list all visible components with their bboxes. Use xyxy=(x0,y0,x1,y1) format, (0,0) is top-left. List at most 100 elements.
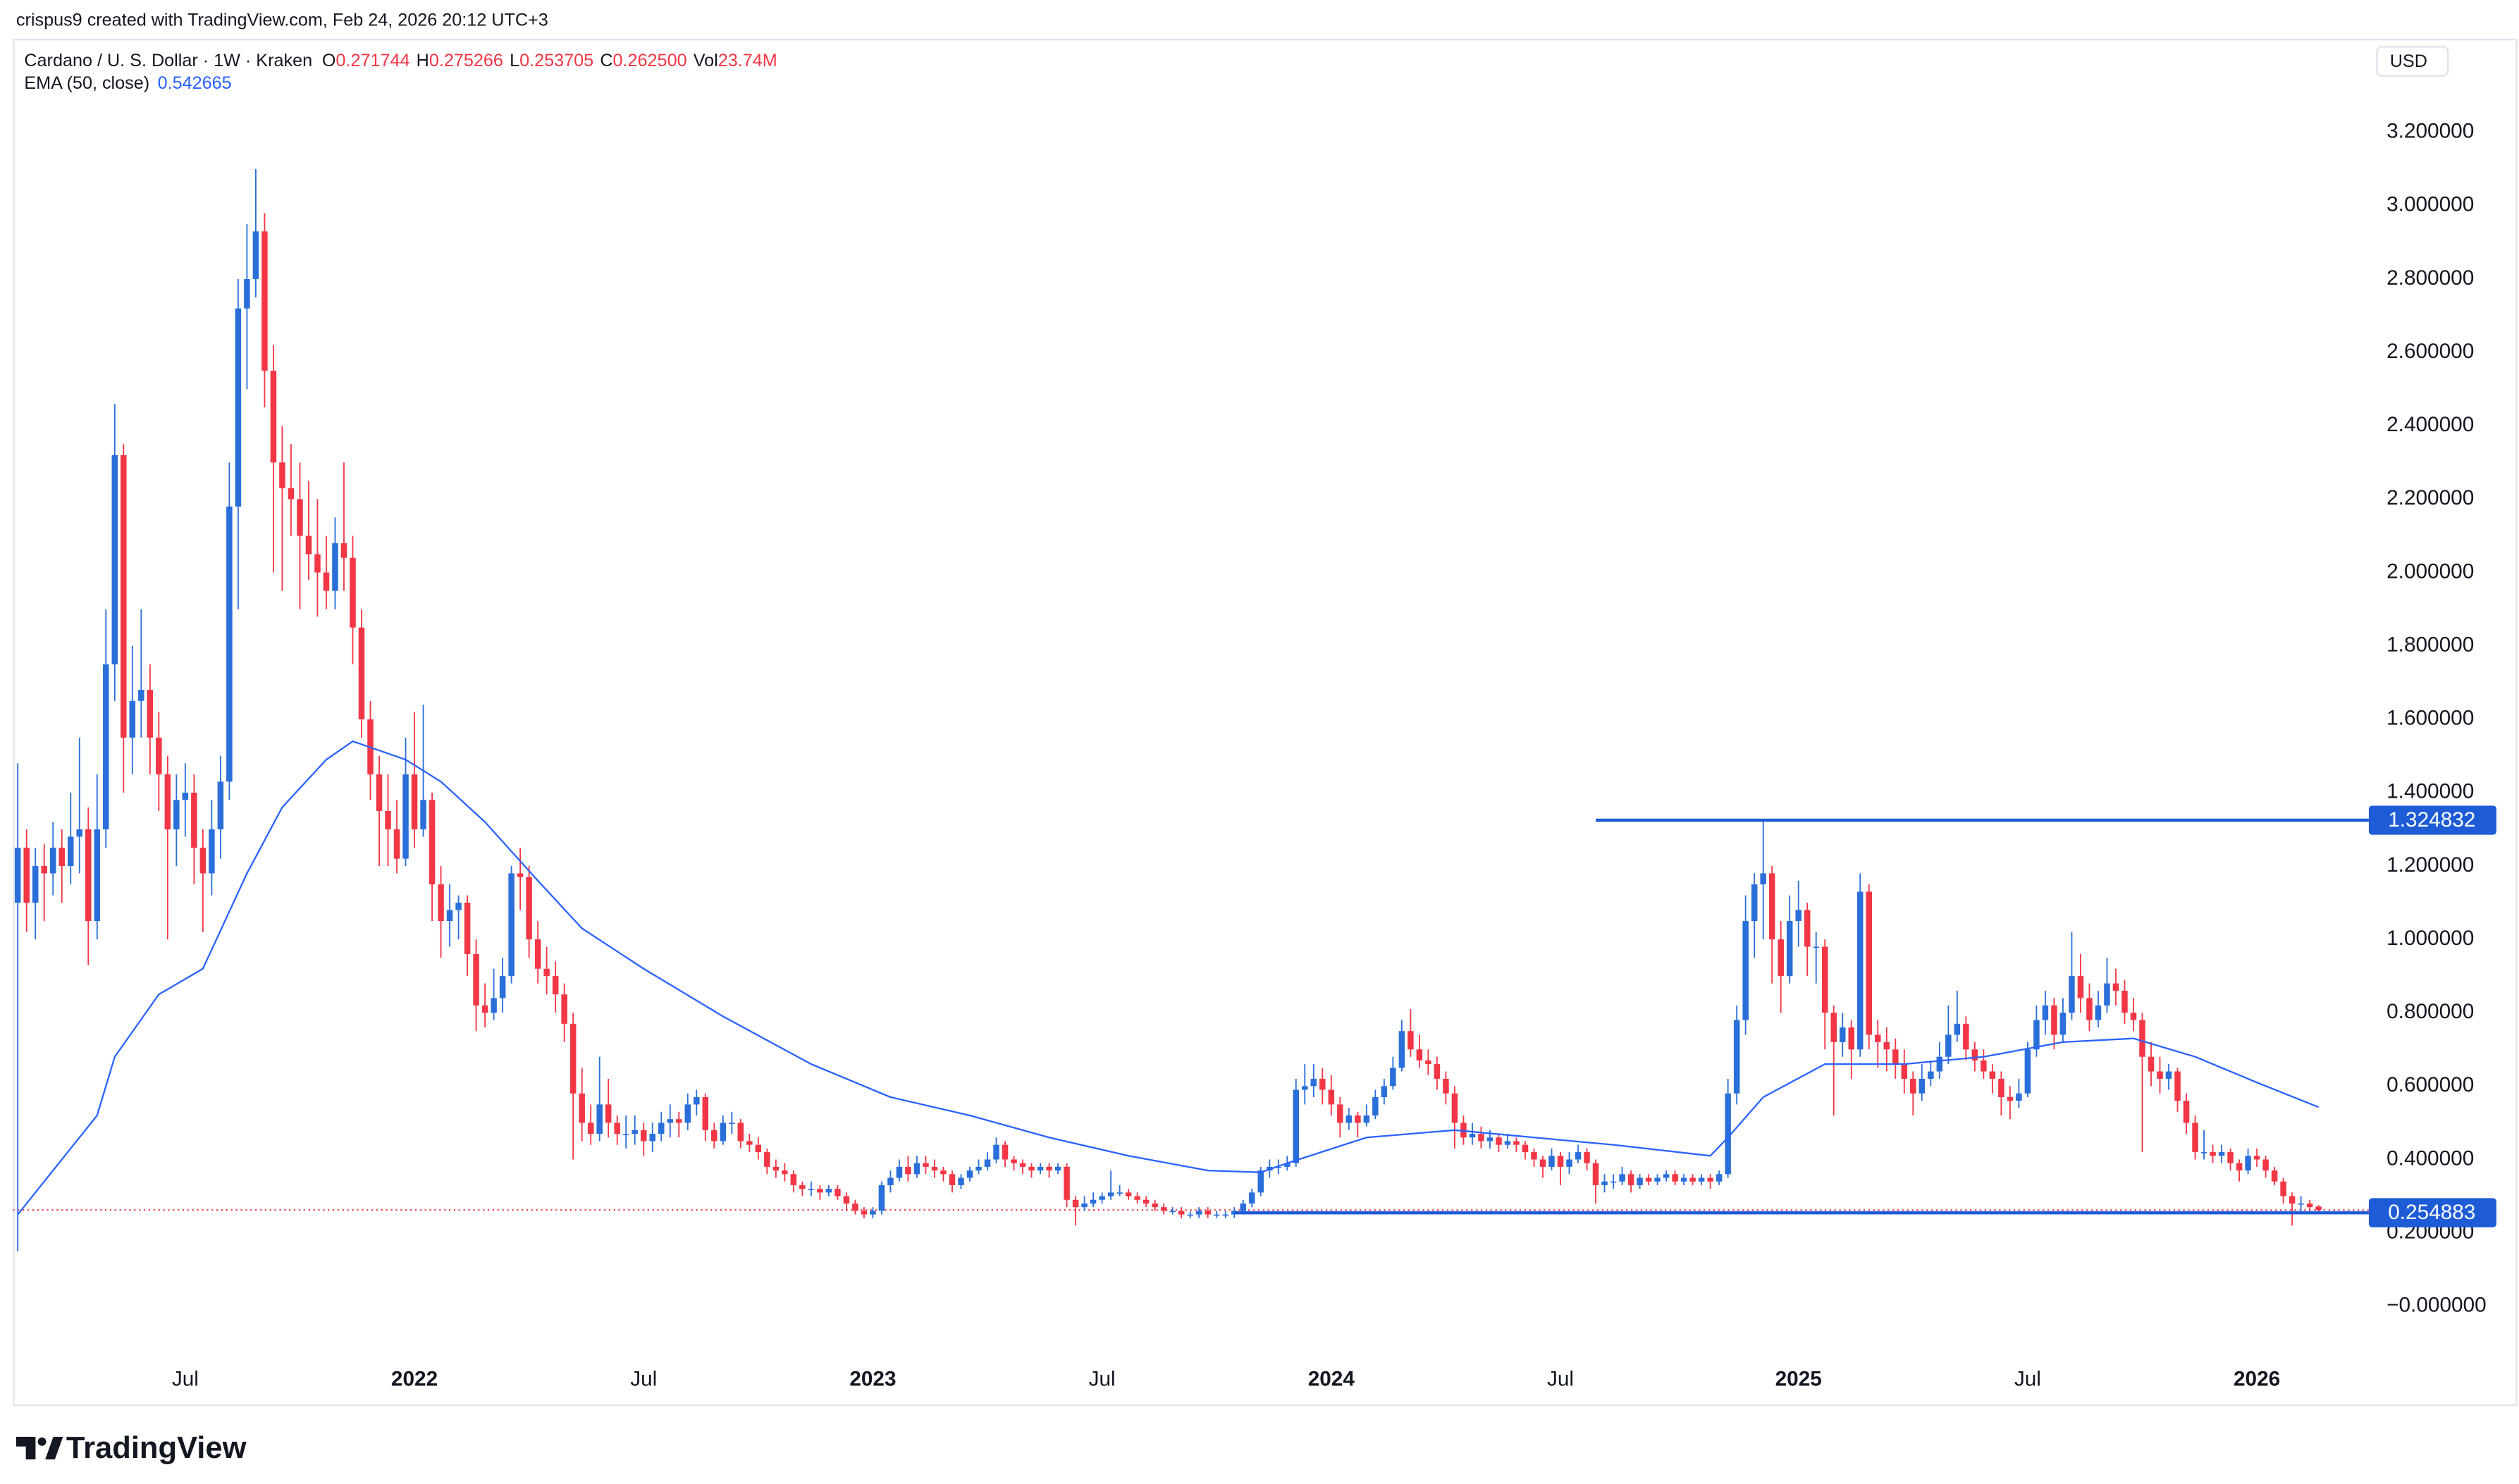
candle-body xyxy=(85,829,92,922)
candle-body xyxy=(1698,1177,1705,1182)
candle-body xyxy=(2306,1203,2313,1208)
candle-body xyxy=(1795,910,1802,922)
candle-body xyxy=(49,847,56,874)
candle-body xyxy=(1733,1020,1740,1094)
candle-body xyxy=(1090,1199,1097,1204)
candle-body xyxy=(2298,1203,2304,1205)
candle-body xyxy=(191,792,197,848)
candle-body xyxy=(905,1166,911,1175)
candle-body xyxy=(1451,1093,1458,1123)
candle-body xyxy=(1725,1093,1731,1175)
candle-body xyxy=(323,572,330,591)
y-tick-label: 1.000000 xyxy=(2386,927,2474,950)
candle-body xyxy=(1213,1214,1220,1216)
candle-body xyxy=(2042,1005,2049,1020)
candle-body xyxy=(1064,1166,1070,1200)
candle-body xyxy=(270,371,277,463)
candle-body xyxy=(2218,1152,2225,1156)
chart-frame xyxy=(13,39,2518,1406)
candle-body xyxy=(1760,873,1766,885)
logo-mark xyxy=(45,1437,63,1460)
candle-body xyxy=(2112,983,2119,991)
candle-body xyxy=(1293,1089,1300,1163)
candle-body xyxy=(297,499,303,536)
candle-body xyxy=(182,792,189,800)
x-tick-label: Jul xyxy=(1089,1368,1116,1391)
candle-body xyxy=(720,1123,727,1142)
candle-body xyxy=(147,690,154,738)
candle-body xyxy=(2139,1020,2145,1057)
candle-body xyxy=(1848,1027,1855,1050)
y-tick-label: 1.600000 xyxy=(2386,707,2474,730)
candle-body xyxy=(534,939,541,969)
candle-body xyxy=(23,847,30,903)
candle-body xyxy=(1143,1199,1150,1204)
candle-body xyxy=(1751,884,1758,922)
candle-body xyxy=(1160,1207,1167,1211)
candle-body xyxy=(2271,1170,2278,1182)
candle-body xyxy=(340,543,347,558)
x-tick-label: 2023 xyxy=(849,1368,896,1391)
candle-body xyxy=(14,847,21,903)
candle-body xyxy=(1319,1078,1326,1090)
legend-value: 0.271744 xyxy=(335,51,409,70)
candle-body xyxy=(966,1170,973,1178)
candle-body xyxy=(1575,1152,1582,1160)
candle-body xyxy=(1072,1199,1079,1208)
level-label: 0.254883 xyxy=(2388,1201,2475,1224)
candle-body xyxy=(755,1144,762,1153)
candle-body xyxy=(1002,1144,1009,1160)
candle-body xyxy=(1522,1144,1529,1153)
candle-body xyxy=(2069,976,2075,1013)
candle-body xyxy=(543,968,550,977)
candle-body xyxy=(931,1166,938,1171)
candle-body xyxy=(1901,1064,1908,1079)
candle-body xyxy=(1592,1163,1599,1185)
candle-body xyxy=(332,543,338,591)
candle-body xyxy=(473,953,479,1006)
candle-body xyxy=(1936,1056,1943,1072)
candle-body xyxy=(1284,1163,1291,1167)
y-tick-label: 2.400000 xyxy=(2386,413,2474,436)
candle-body xyxy=(569,1023,577,1094)
ema-legend: EMA (50, close) 0.542665 xyxy=(24,73,231,93)
x-tick-label: 2024 xyxy=(1308,1368,1355,1391)
candle-body xyxy=(279,462,285,488)
candle-body xyxy=(640,1130,647,1142)
candle-body xyxy=(2200,1152,2207,1154)
candle-body xyxy=(288,488,295,500)
legend-value: 0.253705 xyxy=(519,51,593,70)
candle-body xyxy=(1345,1115,1353,1123)
x-tick-label: 2022 xyxy=(391,1368,438,1391)
candle-body xyxy=(2086,998,2093,1020)
candle-body xyxy=(790,1174,797,1185)
x-tick-label: 2026 xyxy=(2234,1368,2280,1391)
candle-body xyxy=(1672,1174,1678,1182)
candle-body xyxy=(2157,1071,2163,1079)
candle-body xyxy=(887,1177,894,1185)
candle-body xyxy=(411,774,418,829)
candle-body xyxy=(834,1189,841,1197)
candle-body xyxy=(1248,1192,1255,1204)
candle-body xyxy=(1584,1152,1590,1163)
candle-body xyxy=(2253,1156,2260,1160)
candle-body xyxy=(561,994,567,1024)
candle-body xyxy=(1116,1192,1123,1194)
candle-body xyxy=(676,1119,682,1123)
candle-body xyxy=(1768,873,1775,940)
candle-body xyxy=(2033,1020,2040,1050)
legend-value: 0.275266 xyxy=(429,51,503,70)
candle-body xyxy=(940,1170,947,1175)
y-tick-label: 0.800000 xyxy=(2386,1000,2474,1023)
candle-body xyxy=(2077,976,2084,998)
candle-body xyxy=(1169,1211,1176,1212)
candle-body xyxy=(1998,1078,2004,1097)
candle-body xyxy=(1195,1211,1202,1215)
symbol-legend: Cardano / U. S. Dollar · 1W · Kraken O0.2… xyxy=(24,51,777,70)
candle-body xyxy=(1945,1034,1952,1057)
logo-mark xyxy=(16,1437,36,1460)
candle-body xyxy=(252,231,259,280)
candle-body xyxy=(861,1211,868,1215)
candle-body xyxy=(1257,1170,1264,1193)
candle-body xyxy=(1981,1060,1987,1072)
